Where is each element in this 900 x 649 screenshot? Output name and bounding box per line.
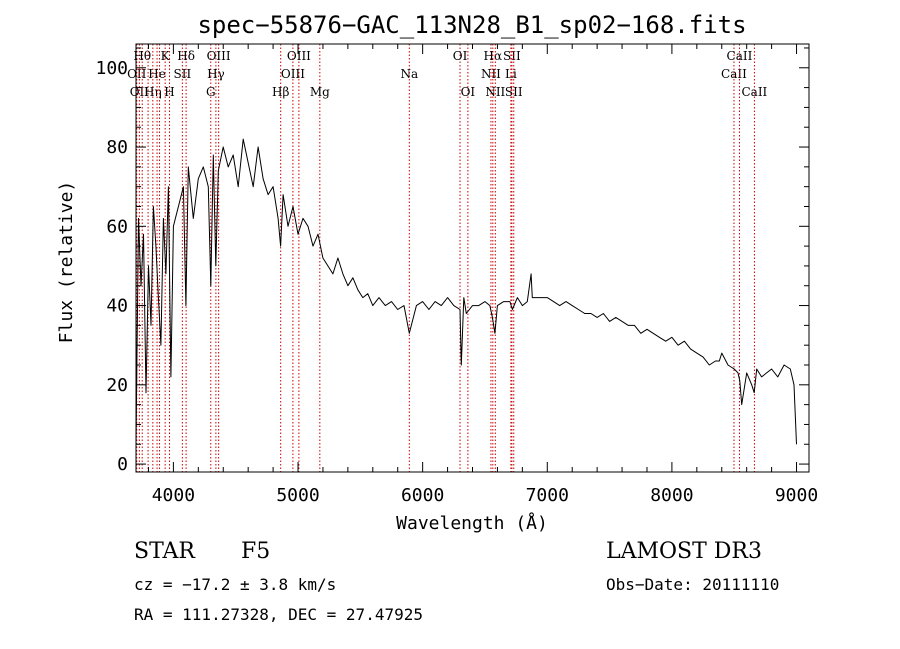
x-tick-label: 4000 bbox=[152, 485, 195, 506]
spectral-line-label: Li bbox=[505, 67, 517, 81]
x-tick-label: 6000 bbox=[401, 485, 444, 506]
spectral-line-markers: OIIOIIHθHηHeKHSIIHδGHγOIIIHβOIIIOIIIMgNa… bbox=[127, 44, 768, 472]
y-tick-label: 100 bbox=[95, 58, 128, 79]
spectral-line-label: He bbox=[148, 67, 166, 81]
y-axis-label: Flux (relative) bbox=[56, 181, 77, 344]
spectral-line-label: H bbox=[164, 85, 174, 99]
x-tick-label: 8000 bbox=[650, 485, 693, 506]
spectral-line-label: Hγ bbox=[207, 67, 225, 81]
spectral-line-label: OI bbox=[453, 49, 468, 63]
object-class: STAR bbox=[134, 539, 195, 564]
spectral-line-label: SII bbox=[174, 67, 192, 81]
y-axis: 0 20 40 60 80 100 bbox=[95, 47, 809, 475]
chart-title: spec−55876−GAC_113N28_B1_sp02−168.fits bbox=[197, 11, 746, 39]
spectral-line-label: Hδ bbox=[177, 49, 195, 63]
x-tick-label: 9000 bbox=[775, 485, 818, 506]
spectral-line-label: Mg bbox=[310, 85, 330, 99]
y-tick-label: 20 bbox=[106, 375, 128, 396]
plot-frame bbox=[135, 43, 810, 473]
spectral-line-label: Na bbox=[400, 67, 418, 81]
spectral-line-label: OIII bbox=[287, 49, 311, 63]
spectral-line-label: Hβ bbox=[272, 85, 289, 99]
redshift-velocity: cz = −17.2 ± 3.8 km/s bbox=[134, 575, 337, 594]
survey-name: LAMOST DR3 bbox=[606, 539, 762, 564]
x-tick-label: 7000 bbox=[526, 485, 569, 506]
spectral-line-label: CaII bbox=[721, 67, 747, 81]
spectral-line-label: OI bbox=[461, 85, 476, 99]
observation-date: Obs−Date: 20111110 bbox=[606, 575, 780, 594]
spectral-line-label: K bbox=[161, 49, 171, 63]
flux-series bbox=[135, 138, 797, 445]
spectral-line-label: Hθ bbox=[133, 49, 151, 63]
spectral-line-label: NII bbox=[485, 85, 505, 99]
spectral-line-label: G bbox=[206, 85, 216, 99]
spectral-line-label: SII bbox=[505, 85, 523, 99]
spectral-line-label: OIII bbox=[281, 67, 305, 81]
y-tick-label: 40 bbox=[106, 296, 128, 317]
spectral-line-label: OII bbox=[130, 85, 150, 99]
y-tick-label: 0 bbox=[117, 454, 128, 475]
y-tick-label: 80 bbox=[106, 137, 128, 158]
spectral-line-label: NII bbox=[481, 67, 501, 81]
x-tick-label: 5000 bbox=[276, 485, 319, 506]
spectral-line-label: CaII bbox=[727, 49, 753, 63]
object-subclass: F5 bbox=[241, 539, 271, 564]
flux-line bbox=[135, 138, 797, 445]
spectral-line-label: SII bbox=[503, 49, 521, 63]
spectral-line-label: CaII bbox=[741, 85, 767, 99]
spectral-line-label: OIII bbox=[207, 49, 231, 63]
y-tick-label: 60 bbox=[106, 216, 128, 237]
spectral-line-label: Hη bbox=[144, 85, 162, 99]
spectral-line-label: OII bbox=[127, 67, 147, 81]
spectral-line-label: Hα bbox=[484, 49, 503, 63]
x-axis-label: Wavelength (Å) bbox=[396, 512, 548, 534]
x-axis: 4000 5000 6000 7000 8000 9000 bbox=[147, 44, 818, 506]
sky-coordinates: RA = 111.27328, DEC = 27.47925 bbox=[134, 605, 423, 624]
